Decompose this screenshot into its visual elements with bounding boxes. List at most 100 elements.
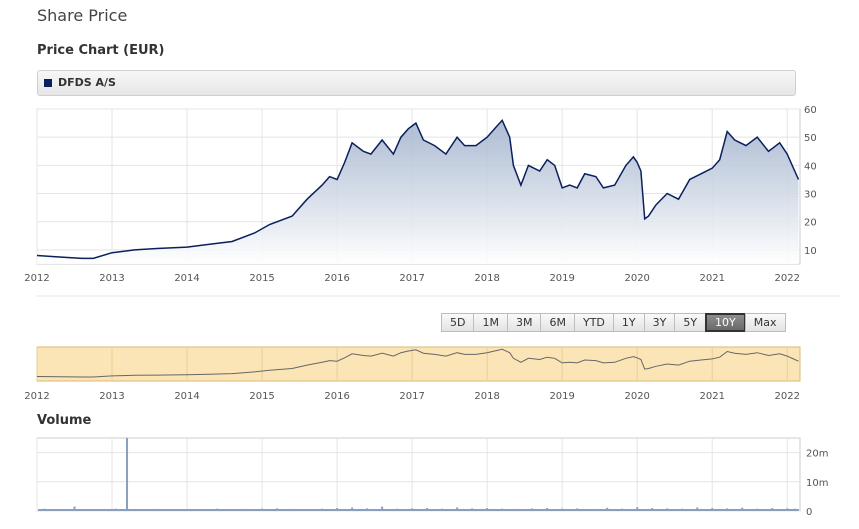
- volume-bar: [741, 507, 744, 511]
- volume-bar: [73, 506, 76, 511]
- volume-bar: [681, 508, 684, 511]
- volume-bar: [546, 508, 549, 511]
- volume-bar: [501, 508, 504, 511]
- volume-bar: [336, 508, 339, 511]
- volume-bar: [696, 507, 699, 511]
- volume-bar: [786, 508, 789, 511]
- volume-bar: [531, 508, 534, 511]
- legend-bar: DFDS A/S: [37, 70, 796, 96]
- y-tick-label: 30: [804, 190, 817, 201]
- x-tick-label: 2017: [399, 273, 424, 284]
- volume-bar: [351, 507, 354, 511]
- navigator-x-tick-label: 2020: [624, 391, 649, 402]
- volume-bar: [606, 507, 609, 511]
- range-button-3m[interactable]: 3M: [506, 313, 542, 332]
- x-tick-label: 2015: [249, 273, 274, 284]
- volume-y-tick-label: 20m: [806, 449, 828, 460]
- price-line[interactable]: [36, 118, 800, 260]
- y-tick-label: 40: [804, 161, 817, 172]
- volume-bar: [231, 509, 234, 511]
- range-button-5d[interactable]: 5D: [441, 313, 475, 332]
- navigator-x-tick-label: 2015: [249, 391, 274, 402]
- y-tick-label: 60: [804, 105, 817, 116]
- volume-bar: [291, 508, 294, 511]
- volume-frame: [36, 437, 801, 512]
- volume-bar: [516, 508, 519, 511]
- x-tick-label: 2022: [775, 273, 800, 284]
- navigator-x-tick-label: 2022: [775, 391, 800, 402]
- navigator-x-tick-label: 2014: [174, 391, 199, 402]
- range-button-6m[interactable]: 6M: [540, 313, 575, 332]
- volume-title: Volume: [37, 413, 92, 428]
- price-chart: 10 20 30 40 50 60 2012 2013 2014 2015 2016 2017 2018…: [24, 105, 840, 297]
- volume-bar: [276, 508, 279, 511]
- volume-bar: [411, 508, 414, 511]
- x-tick-label: 2012: [24, 273, 49, 284]
- x-tick-label: 2016: [324, 273, 349, 284]
- legend-label[interactable]: DFDS A/S: [58, 76, 116, 89]
- x-tick-label: 2014: [174, 273, 199, 284]
- volume-bar: [201, 509, 204, 511]
- y-tick-label: 10: [804, 246, 817, 257]
- price-area: [37, 120, 799, 264]
- volume-bar: [126, 438, 129, 511]
- volume-bar: [381, 506, 384, 511]
- range-button-max[interactable]: Max: [744, 313, 786, 332]
- volume-bar: [561, 508, 564, 511]
- volume-bar: [441, 508, 444, 511]
- navigator-chart[interactable]: 2012 2013 2014 2015 2016 2017 2018 2019 2020 2021…: [0, 0, 859, 410]
- range-button-5y[interactable]: 5Y: [674, 313, 707, 332]
- volume-bar: [711, 508, 714, 511]
- volume-bar: [396, 508, 399, 511]
- volume-bar: [246, 508, 249, 511]
- volume-baseline: [38, 509, 799, 511]
- volume-bar: [43, 508, 46, 511]
- volume-bar: [216, 508, 219, 511]
- range-button-10y[interactable]: 10Y: [705, 313, 746, 332]
- navigator-x-tick-label: 2017: [399, 391, 424, 402]
- navigator-x-tick-label: 2021: [699, 391, 724, 402]
- navigator-x-tick-label: 2019: [549, 391, 574, 402]
- x-tick-label: 2018: [474, 273, 499, 284]
- volume-bar: [771, 508, 774, 511]
- volume-bar: [471, 508, 474, 511]
- navigator-x-tick-label: 2018: [474, 391, 499, 402]
- navigator-line: [36, 348, 799, 378]
- page-title: Share Price: [37, 6, 128, 25]
- volume-bar: [261, 508, 264, 511]
- volume-bar: [88, 509, 91, 511]
- volume-bar: [321, 508, 324, 511]
- volume-bar: [306, 509, 309, 511]
- volume-bar: [366, 508, 369, 511]
- x-tick-label: 2019: [549, 273, 574, 284]
- navigator-x-tick-label: 2013: [99, 391, 124, 402]
- volume-bar: [621, 508, 624, 511]
- legend-swatch: [44, 79, 52, 87]
- navigator-x-tick-label: 2012: [24, 391, 49, 402]
- y-tick-label: 20: [804, 218, 817, 229]
- volume-bar: [486, 508, 489, 511]
- range-button-3y[interactable]: 3Y: [643, 313, 676, 332]
- y-tick-label: 50: [804, 133, 817, 144]
- volume-bar: [651, 508, 654, 511]
- volume-y-tick-label: 0: [806, 507, 812, 518]
- volume-bar: [456, 507, 459, 511]
- volume-bar: [756, 508, 759, 511]
- volume-bar: [666, 508, 669, 511]
- chart-title: Price Chart (EUR): [37, 43, 165, 58]
- volume-bar: [576, 508, 579, 511]
- volume-y-tick-label: 10m: [806, 478, 828, 489]
- volume-bar: [141, 509, 144, 511]
- x-tick-label: 2013: [99, 273, 124, 284]
- range-button-1m[interactable]: 1M: [473, 313, 508, 332]
- volume-bar: [156, 508, 159, 511]
- volume-bar: [186, 509, 189, 511]
- x-tick-label: 2020: [624, 273, 649, 284]
- x-tick-label: 2021: [699, 273, 724, 284]
- volume-bar: [793, 508, 796, 511]
- volume-bar: [114, 508, 117, 511]
- volume-bar: [426, 508, 429, 511]
- volume-bar: [591, 508, 594, 511]
- volume-bar: [103, 508, 106, 511]
